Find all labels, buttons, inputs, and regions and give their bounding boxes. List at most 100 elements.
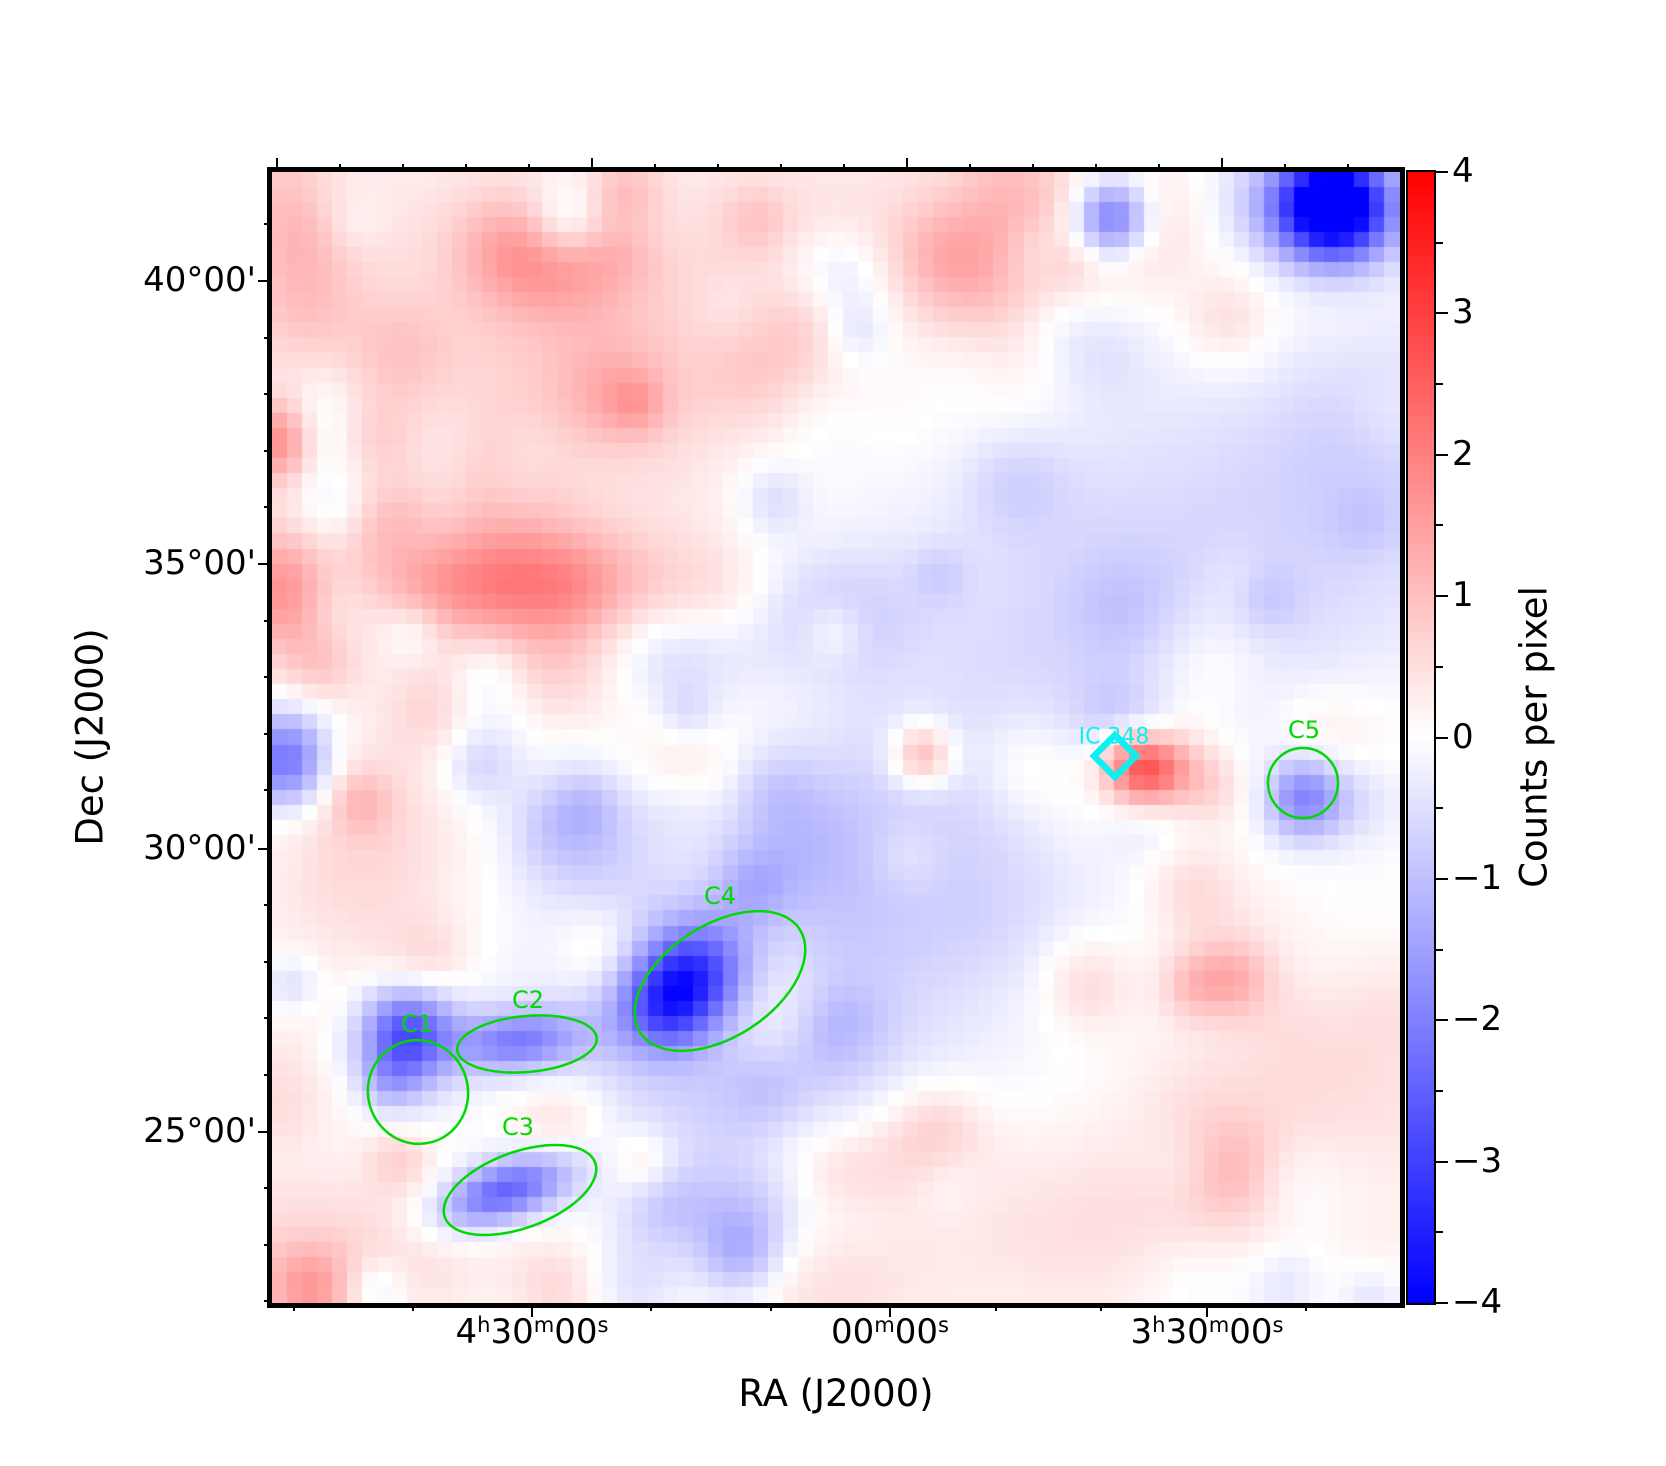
y-axis-minor-tick (264, 393, 272, 395)
x-tick-label: 4h30m00s (455, 1312, 608, 1352)
y-tick-label: 40°00' (143, 260, 256, 301)
colorbar-gradient (1408, 172, 1434, 1303)
top-axis-minor-tick (843, 164, 845, 172)
x-tick-label-value: 00 (554, 1312, 598, 1352)
region-label-C2: C2 (512, 986, 544, 1014)
x-axis-major-tick (531, 1303, 533, 1317)
y-axis-minor-tick (264, 223, 272, 225)
colorbar-tick-label: −4 (1452, 1282, 1503, 1323)
colorbar-major-tick (1436, 453, 1448, 456)
region-ellipse-C2 (455, 1014, 599, 1074)
region-ellipse-C4 (633, 909, 807, 1053)
x-axis-minor-tick (1100, 1303, 1102, 1311)
top-axis-minor-tick (717, 164, 719, 172)
colorbar-tick-label: 2 (1452, 433, 1474, 474)
x-tick-label-value: 30 (490, 1312, 534, 1352)
region-label-C1: C1 (401, 1010, 433, 1038)
x-tick-label-value: 00 (830, 1312, 875, 1352)
top-axis-major-tick (591, 158, 593, 172)
x-tick-label-unit: h (477, 1312, 491, 1338)
colorbar-tick-label: −2 (1452, 999, 1503, 1040)
colorbar-minor-tick (1436, 1089, 1443, 1092)
colorbar-major-tick (1436, 1019, 1448, 1022)
colorbar-tick-label: 1 (1452, 575, 1474, 616)
top-axis-minor-tick (1032, 164, 1034, 172)
y-axis-minor-tick (264, 506, 272, 508)
colorbar-major-tick (1436, 1160, 1448, 1163)
top-axis-minor-tick (780, 164, 782, 172)
colorbar-tick-label: 0 (1452, 716, 1474, 757)
y-axis-minor-tick (264, 1300, 272, 1302)
top-axis-minor-tick (1284, 164, 1286, 172)
region-ellipse-C3 (442, 1143, 598, 1237)
colorbar-major-tick (1436, 312, 1448, 315)
colorbar-tick-label: −1 (1452, 858, 1503, 899)
colorbar-minor-tick (1436, 383, 1443, 386)
x-tick-label-value: 30 (1165, 1312, 1209, 1352)
colorbar-minor-tick (1436, 1231, 1443, 1234)
x-axis-minor-tick (995, 1303, 997, 1311)
y-axis-minor-tick (264, 1074, 272, 1076)
x-tick-label-value: 4 (455, 1312, 478, 1352)
region-label-C4: C4 (704, 882, 736, 910)
top-axis-minor-tick (654, 164, 656, 172)
top-axis-minor-tick (528, 164, 530, 172)
x-axis-minor-tick (412, 1303, 414, 1311)
x-tick-label-unit: m (874, 1312, 895, 1338)
top-axis-minor-tick (339, 164, 341, 172)
top-axis-major-tick (906, 158, 908, 172)
colorbar-minor-tick (1436, 948, 1443, 951)
x-tick-label-unit: s (597, 1312, 609, 1338)
colorbar-tick-label: −3 (1452, 1140, 1503, 1181)
x-axis-minor-tick (770, 1303, 772, 1311)
colorbar-minor-tick (1436, 524, 1443, 527)
top-axis-major-tick (1221, 158, 1223, 172)
colorbar-title: Counts per pixel (1512, 586, 1556, 888)
colorbar-tick-label: 4 (1452, 151, 1474, 192)
y-axis-minor-tick (264, 1244, 272, 1246)
top-axis-minor-tick (402, 164, 404, 172)
top-axis-minor-tick (969, 164, 971, 172)
colorbar-minor-tick (1436, 665, 1443, 668)
y-axis-minor-tick (264, 676, 272, 678)
x-tick-label-value: 00 (894, 1312, 939, 1352)
y-axis-minor-tick (264, 337, 272, 339)
colorbar (1406, 170, 1436, 1305)
region-label-C3: C3 (502, 1113, 534, 1141)
y-axis-minor-tick (264, 961, 272, 963)
y-axis-major-tick (258, 848, 272, 850)
top-axis-major-tick (276, 158, 278, 172)
y-axis-minor-tick (264, 1017, 272, 1019)
y-axis-major-tick (258, 1131, 272, 1133)
x-tick-label-unit: m (533, 1312, 555, 1338)
x-tick-label: 00m00s (831, 1312, 949, 1352)
y-tick-label: 25°00' (143, 1111, 256, 1152)
colorbar-major-tick (1436, 595, 1448, 598)
region-ellipse-C1 (366, 1038, 470, 1146)
x-axis-major-tick (889, 1303, 891, 1317)
y-axis-minor-tick (264, 1187, 272, 1189)
y-axis-minor-tick (264, 789, 272, 791)
x-tick-label-value: 00 (1229, 1312, 1273, 1352)
x-tick-label-unit: h (1152, 1312, 1166, 1338)
x-tick-label: 3h30m00s (1130, 1312, 1283, 1352)
colorbar-tick-label: 3 (1452, 292, 1474, 333)
y-axis-minor-tick (264, 450, 272, 452)
x-tick-label-unit: s (1272, 1312, 1284, 1338)
y-axis-minor-tick (264, 733, 272, 735)
colorbar-minor-tick (1436, 807, 1443, 810)
ic348-marker-label: IC 348 (1079, 725, 1150, 750)
colorbar-minor-tick (1436, 241, 1443, 244)
colorbar-major-tick (1436, 171, 1448, 173)
top-axis-minor-tick (1158, 164, 1160, 172)
top-axis-minor-tick (1347, 164, 1349, 172)
y-axis-major-tick (258, 563, 272, 565)
region-ellipse-C5 (1266, 746, 1340, 820)
x-tick-label-value: 3 (1130, 1312, 1153, 1352)
ic348-diamond-marker (1089, 730, 1141, 782)
y-tick-label: 35°00' (143, 543, 256, 584)
annotations-overlay: C1 C2 C3 C4 C5 IC 348 (366, 716, 1340, 1237)
x-axis-minor-tick (650, 1303, 652, 1311)
top-axis-minor-tick (465, 164, 467, 172)
